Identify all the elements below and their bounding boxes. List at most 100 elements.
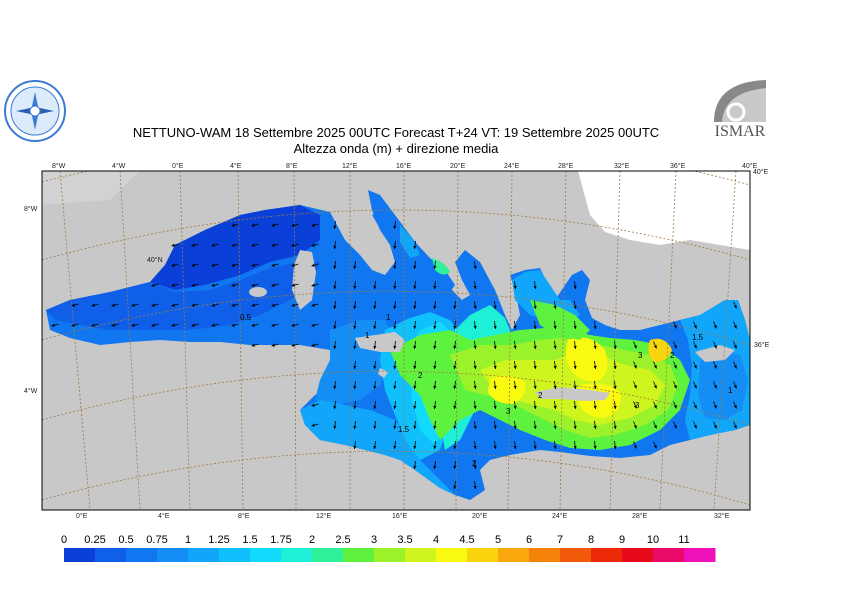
contour-label: 3 [638, 351, 643, 360]
direction-arrow [453, 420, 457, 430]
direction-arrow [111, 303, 119, 307]
direction-arrow [733, 301, 737, 309]
direction-arrow [271, 223, 279, 227]
direction-arrow [353, 320, 357, 330]
legend-label: 1.5 [242, 534, 257, 546]
direction-arrow [191, 283, 199, 287]
direction-arrow [593, 320, 597, 330]
direction-arrow [613, 420, 617, 430]
right-axis-label: 40°E [753, 168, 769, 176]
direction-arrow [413, 280, 417, 290]
direction-arrow [271, 243, 279, 247]
direction-arrow [433, 340, 437, 350]
direction-arrow [553, 380, 557, 390]
top-axis-label: 16°E [396, 162, 412, 170]
legend-label: 1.25 [208, 534, 229, 546]
direction-arrow [493, 420, 497, 430]
top-axis-label: 8°E [286, 162, 298, 170]
direction-arrow [251, 323, 259, 327]
direction-arrow [373, 400, 377, 410]
direction-arrow [593, 400, 597, 410]
contour-label: 3 [506, 407, 511, 416]
direction-arrow [311, 223, 319, 227]
direction-arrow [653, 401, 657, 409]
direction-arrow [473, 380, 477, 390]
direction-arrow [333, 340, 337, 350]
direction-arrow [271, 283, 279, 287]
contour-label: 0.5 [240, 313, 252, 322]
direction-arrow [513, 380, 517, 390]
top-axis-label: 4°W [112, 162, 126, 170]
legend-label: 10 [647, 534, 659, 546]
direction-arrow [251, 343, 259, 347]
legend-label: 5 [495, 534, 501, 546]
direction-arrow [413, 320, 417, 330]
direction-arrow [573, 420, 577, 430]
legend-label: 4 [433, 534, 439, 546]
direction-arrow [633, 341, 637, 349]
direction-arrow [311, 283, 319, 287]
legend-label: 11 [678, 534, 689, 546]
direction-arrow [291, 283, 299, 287]
direction-arrow [733, 321, 737, 329]
right-axis-label: 36°E [754, 341, 770, 349]
direction-arrow [553, 360, 557, 370]
direction-arrow [373, 360, 377, 370]
direction-arrow [493, 360, 497, 370]
direction-arrow [493, 380, 497, 390]
legend-label: 7 [557, 534, 563, 546]
direction-arrow [171, 323, 179, 327]
direction-arrow [453, 440, 457, 450]
direction-arrow [413, 440, 417, 450]
direction-arrow [553, 440, 557, 450]
direction-arrow [713, 341, 717, 349]
direction-arrow [613, 400, 617, 410]
direction-arrow [333, 260, 337, 270]
direction-arrow [191, 243, 199, 247]
direction-arrow [393, 360, 397, 370]
legend-color-box [529, 548, 561, 562]
direction-arrow [653, 381, 657, 389]
direction-arrow [171, 303, 179, 307]
direction-arrow [713, 421, 717, 429]
island-cyprus [695, 345, 735, 362]
legend-color-box [250, 548, 282, 562]
direction-arrow [111, 323, 119, 327]
contour-label: 2 [472, 459, 477, 468]
direction-arrow [493, 320, 497, 330]
direction-arrow [533, 420, 537, 430]
direction-arrow [413, 240, 417, 250]
direction-arrow [713, 321, 717, 329]
direction-arrow [311, 243, 319, 247]
direction-arrow [231, 323, 239, 327]
direction-arrow [353, 420, 357, 430]
direction-arrow [291, 323, 299, 327]
ismar-logo-text: ISMAR [715, 123, 766, 140]
legend-label: 2.5 [335, 534, 350, 546]
direction-arrow [653, 341, 657, 349]
legend-color-box [157, 548, 189, 562]
direction-arrow [333, 320, 337, 330]
direction-arrow [433, 420, 437, 430]
graticule [42, 171, 750, 510]
direction-arrow [353, 440, 357, 450]
direction-arrow [653, 361, 657, 369]
direction-arrow [91, 303, 99, 307]
direction-arrow [733, 381, 737, 389]
direction-arrow [333, 240, 337, 250]
direction-arrow [493, 440, 497, 450]
direction-arrow [433, 460, 437, 470]
legend-color-box [684, 548, 716, 562]
top-axis-label: 40°E [742, 162, 758, 170]
direction-arrow [353, 260, 357, 270]
direction-arrow [473, 340, 477, 350]
direction-arrow [393, 240, 397, 250]
direction-arrow [733, 401, 737, 409]
direction-arrow [453, 480, 457, 490]
direction-arrow [453, 400, 457, 410]
bottom-axis-label: 8°E [238, 512, 250, 520]
direction-arrow [733, 361, 737, 369]
bottom-axis-labels: 0°E 4°E 8°E 12°E 16°E 20°E 24°E 28°E 32°E [76, 512, 730, 520]
top-axis-label: 20°E [450, 162, 466, 170]
direction-arrow [373, 380, 377, 390]
